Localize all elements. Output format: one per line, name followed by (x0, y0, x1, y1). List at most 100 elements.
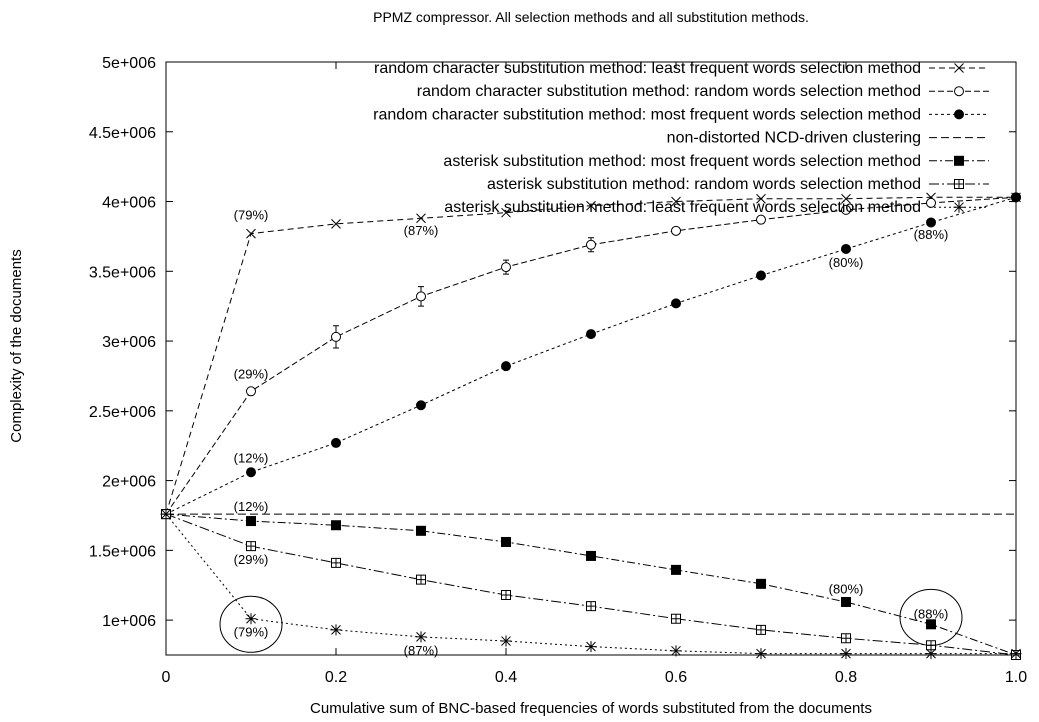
data-point (416, 525, 426, 536)
annotation-label: (12%) (234, 450, 269, 465)
data-point (671, 613, 681, 624)
data-point (501, 262, 511, 273)
data-point (671, 225, 681, 236)
series-line (165, 513, 1017, 656)
y-tick-label: 5e+006 (102, 55, 156, 72)
series-5 (161, 509, 1021, 660)
data-point (586, 200, 596, 211)
annotation-label: (88%) (914, 607, 949, 622)
data-point (245, 613, 257, 625)
legend-label: random character substitution method: mo… (373, 106, 921, 123)
data-point (841, 243, 851, 254)
data-point (926, 217, 936, 228)
data-point (160, 508, 172, 520)
series-6 (161, 509, 1021, 660)
highlight-circle (219, 595, 283, 653)
data-point (586, 601, 596, 612)
data-point (585, 641, 597, 653)
series-line (165, 513, 1016, 655)
y-tick-label: 1e+006 (102, 613, 156, 630)
data-point (586, 329, 596, 340)
y-tick-label: 2.5e+006 (89, 404, 156, 421)
annotation-label: (87%) (404, 643, 439, 658)
y-axis-label: Complexity of the documents (8, 249, 25, 442)
series-2 (161, 192, 1021, 520)
annotation-label: (29%) (234, 552, 269, 567)
x-tick-label: 0 (162, 669, 171, 686)
data-point (926, 619, 936, 630)
data-point (756, 193, 766, 204)
data-point (586, 239, 596, 250)
data-point (415, 631, 427, 643)
series-line (165, 513, 1017, 656)
plot-frame (165, 61, 1017, 656)
data-point (671, 564, 681, 575)
data-point (331, 520, 341, 531)
legend-marker (953, 201, 965, 213)
x-axis-label: Cumulative sum of BNC-based frequencies … (310, 700, 872, 717)
data-point (755, 648, 767, 660)
annotation-label: (80%) (829, 581, 864, 596)
data-point (330, 624, 342, 636)
data-point (416, 400, 426, 411)
annotation-label: (12%) (234, 499, 269, 514)
data-point (756, 214, 766, 225)
data-point (331, 331, 341, 342)
x-tick-label: 0.4 (495, 669, 517, 686)
data-point (925, 648, 937, 660)
highlight-circle (899, 588, 963, 646)
data-point (501, 207, 511, 218)
series-1 (161, 192, 1021, 519)
data-point (841, 193, 851, 204)
y-tick-label: 3.5e+006 (89, 264, 156, 281)
annotation-label: (29%) (234, 367, 269, 382)
y-tick-label: 3e+006 (102, 334, 156, 351)
data-point (841, 204, 851, 215)
y-tick-label: 1.5e+006 (89, 543, 156, 560)
x-tick-label: 0.6 (665, 669, 687, 686)
data-point (501, 536, 511, 547)
data-point (501, 590, 511, 601)
data-point (416, 574, 426, 585)
annotation-label: (88%) (914, 227, 949, 242)
data-point (1011, 192, 1021, 203)
legend-marker (954, 63, 964, 73)
y-tick-label: 4.5e+006 (89, 125, 156, 142)
axis-ticks: 0 0.2 0.4 0.6 0.8 1.0 1e+006 1.5e+006 2e+006 2.5e… (89, 55, 1027, 686)
annotation-layer: (79%) (87%) (88%) (80%) (29%) (12%) (12%) (29%)… (219, 207, 963, 658)
data-point (841, 596, 851, 607)
data-point (246, 386, 256, 397)
annotation-label: (79%) (234, 207, 269, 222)
chart-title: PPMZ compressor. All selection methods a… (373, 9, 809, 25)
y-tick-label: 2e+006 (102, 474, 156, 491)
data-point (841, 633, 851, 644)
data-point (246, 467, 256, 478)
legend-label: asterisk substitution method: random wor… (487, 176, 921, 193)
data-point (756, 624, 766, 635)
y-tick-label: 4e+006 (102, 195, 156, 212)
legend-marker (954, 86, 964, 97)
legend-label: asterisk substitution method: least freq… (444, 199, 921, 216)
data-point (246, 516, 256, 527)
data-point (500, 635, 512, 647)
annotation-label: (79%) (234, 625, 269, 640)
data-point (670, 645, 682, 657)
annotation-label: (87%) (404, 223, 439, 238)
data-point (331, 557, 341, 568)
legend-marker (954, 109, 964, 120)
data-point (840, 648, 852, 660)
data-point (331, 437, 341, 448)
legend-marker (954, 155, 964, 166)
data-point (671, 298, 681, 309)
x-tick-label: 1.0 (1005, 669, 1027, 686)
data-point (671, 196, 681, 207)
legend: random character substitution method: le… (373, 60, 989, 216)
legend-label: non-distorted NCD-driven clustering (667, 130, 921, 147)
data-point (926, 197, 936, 208)
data-point (756, 578, 766, 589)
data-point (416, 291, 426, 302)
data-point (586, 550, 596, 561)
legend-label: asterisk substitution method: most frequ… (443, 153, 921, 170)
legend-marker (954, 179, 964, 189)
